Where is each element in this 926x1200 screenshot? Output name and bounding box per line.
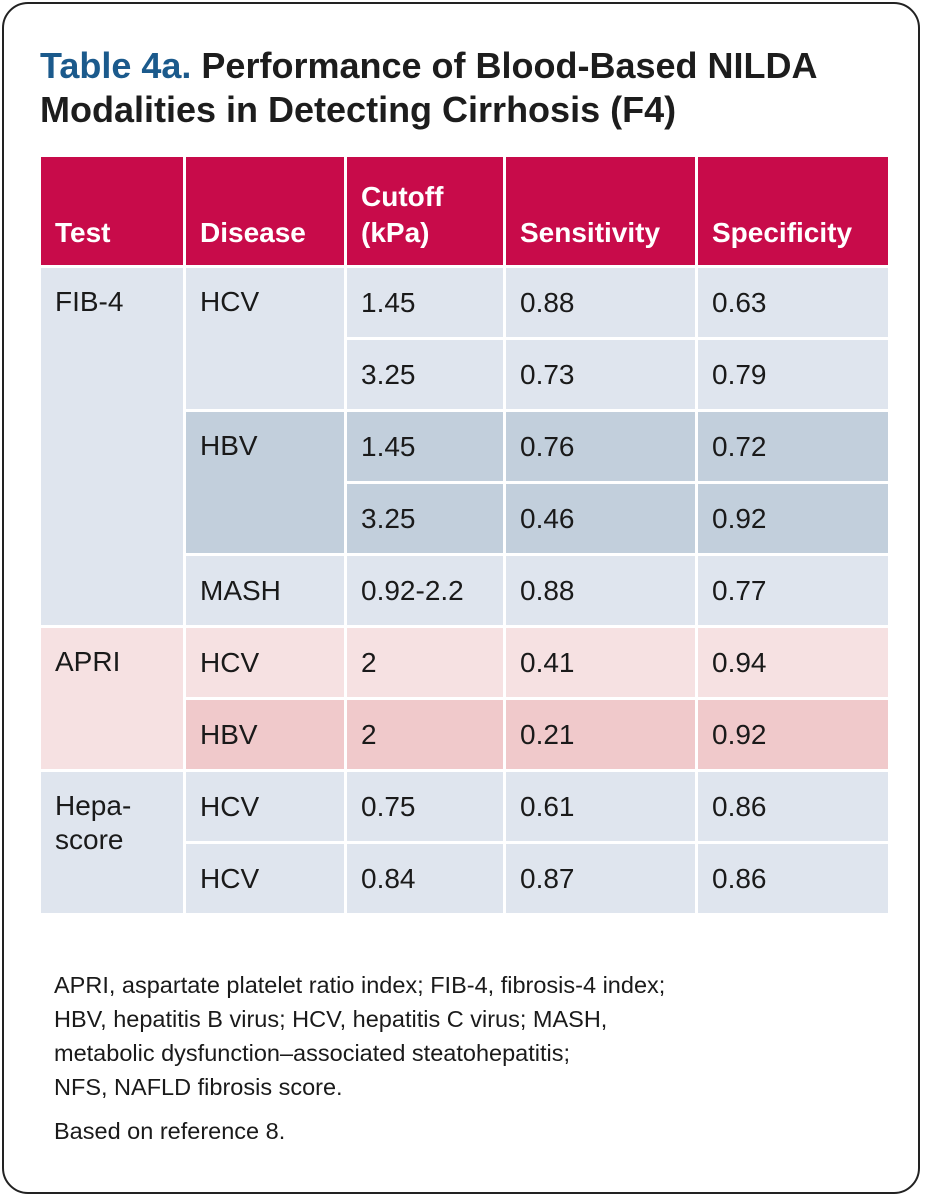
table-footnotes: APRI, aspartate platelet ratio index; FI… bbox=[54, 968, 874, 1148]
hepascore-line1: Hepa- bbox=[55, 790, 132, 821]
specificity-cell: 0.92 bbox=[698, 484, 888, 553]
header-cutoff-line2: (kPa) bbox=[361, 217, 430, 248]
sensitivity-cell: 0.61 bbox=[506, 772, 695, 841]
cutoff-cell: 0.75 bbox=[347, 772, 503, 841]
cutoff-cell: 3.25 bbox=[347, 340, 503, 409]
header-disease: Disease bbox=[186, 157, 344, 265]
specificity-cell: 0.86 bbox=[698, 844, 888, 913]
sensitivity-cell: 0.88 bbox=[506, 268, 695, 337]
test-cell-fib4: FIB-4 bbox=[41, 268, 183, 625]
specificity-cell: 0.79 bbox=[698, 340, 888, 409]
sensitivity-cell: 0.41 bbox=[506, 628, 695, 697]
table-row: HBV 2 0.21 0.92 bbox=[41, 700, 888, 769]
sensitivity-cell: 0.87 bbox=[506, 844, 695, 913]
header-sensitivity: Sensitivity bbox=[506, 157, 695, 265]
disease-cell: HBV bbox=[186, 412, 344, 553]
disease-cell: HCV bbox=[186, 772, 344, 841]
cutoff-cell: 2 bbox=[347, 700, 503, 769]
disease-cell: MASH bbox=[186, 556, 344, 625]
header-test: Test bbox=[41, 157, 183, 265]
cutoff-cell: 0.92-2.2 bbox=[347, 556, 503, 625]
specificity-cell: 0.77 bbox=[698, 556, 888, 625]
table-number: Table 4a. bbox=[40, 45, 192, 86]
abbreviations-line: HBV, hepatitis B virus; HCV, hepatitis C… bbox=[54, 1006, 608, 1032]
abbreviations-line: APRI, aspartate platelet ratio index; FI… bbox=[54, 972, 666, 998]
test-cell-hepascore: Hepa-score bbox=[41, 772, 183, 913]
cutoff-cell: 0.84 bbox=[347, 844, 503, 913]
cutoff-cell: 1.45 bbox=[347, 412, 503, 481]
cutoff-cell: 3.25 bbox=[347, 484, 503, 553]
disease-cell: HCV bbox=[186, 268, 344, 409]
table-row: APRI HCV 2 0.41 0.94 bbox=[41, 628, 888, 769]
sensitivity-cell: 0.21 bbox=[506, 700, 695, 769]
header-row: Test Disease Cutoff (kPa) Sensitivity Spe… bbox=[41, 157, 888, 265]
table-row: FIB-4 HCV 1.45 0.88 0.63 bbox=[41, 268, 888, 625]
table-row: 3.25 0.73 0.79 bbox=[41, 340, 888, 409]
performance-table: Test Disease Cutoff (kPa) Sensitivity Spe… bbox=[38, 154, 891, 916]
table-row: HBV 1.45 0.76 0.72 bbox=[41, 412, 888, 553]
sensitivity-cell: 0.73 bbox=[506, 340, 695, 409]
sensitivity-cell: 0.76 bbox=[506, 412, 695, 481]
specificity-cell: 0.72 bbox=[698, 412, 888, 481]
table-caption: Performance of Blood-Based NILDA Modalit… bbox=[40, 45, 817, 130]
table-row: MASH 0.92-2.2 0.88 0.77 bbox=[41, 556, 888, 625]
abbreviations-line: metabolic dysfunction–associated steatoh… bbox=[54, 1040, 571, 1066]
header-cutoff: Cutoff (kPa) bbox=[347, 157, 503, 265]
header-cutoff-line1: Cutoff bbox=[361, 181, 444, 212]
disease-cell: HCV bbox=[186, 844, 344, 913]
sensitivity-cell: 0.88 bbox=[506, 556, 695, 625]
table-row: 3.25 0.46 0.92 bbox=[41, 484, 888, 553]
cutoff-cell: 1.45 bbox=[347, 268, 503, 337]
hepascore-line2: score bbox=[55, 824, 124, 855]
test-cell-apri: APRI bbox=[41, 628, 183, 769]
specificity-cell: 0.92 bbox=[698, 700, 888, 769]
table-row: HCV 0.84 0.87 0.86 bbox=[41, 844, 888, 913]
specificity-cell: 0.86 bbox=[698, 772, 888, 841]
table-row: Hepa-score HCV 0.75 0.61 0.86 bbox=[41, 772, 888, 913]
table-title: Table 4a. Performance of Blood-Based NIL… bbox=[40, 44, 900, 132]
header-specificity: Specificity bbox=[698, 157, 888, 265]
abbreviations-note: APRI, aspartate platelet ratio index; FI… bbox=[54, 968, 874, 1104]
reference-note: Based on reference 8. bbox=[54, 1118, 286, 1144]
sensitivity-cell: 0.46 bbox=[506, 484, 695, 553]
disease-cell: HCV bbox=[186, 628, 344, 697]
specificity-cell: 0.94 bbox=[698, 628, 888, 697]
disease-cell: HBV bbox=[186, 700, 344, 769]
specificity-cell: 0.63 bbox=[698, 268, 888, 337]
abbreviations-line: NFS, NAFLD fibrosis score. bbox=[54, 1074, 343, 1100]
cutoff-cell: 2 bbox=[347, 628, 503, 697]
